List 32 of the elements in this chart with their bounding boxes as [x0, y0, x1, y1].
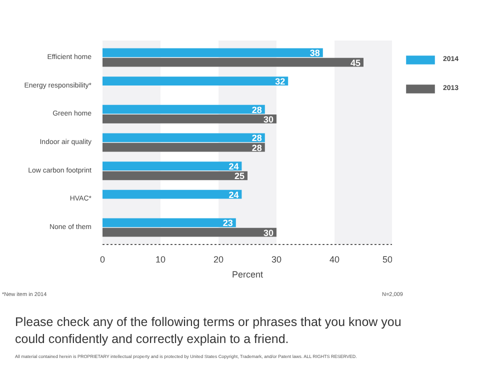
x-tick-label: 0	[100, 254, 106, 264]
data-label: 28	[252, 104, 262, 115]
x-axis-title: Percent	[232, 270, 264, 280]
bar	[102, 142, 265, 152]
bar	[102, 104, 265, 114]
bar	[102, 76, 288, 86]
x-tick-label: 20	[213, 254, 224, 264]
text: Please check any of the following terms or phrases that you know you could confidently and correctly explain to a friend.	[15, 314, 402, 348]
bar	[102, 171, 248, 180]
bar	[102, 133, 265, 142]
data-label: 30	[263, 114, 274, 124]
data-label: 28	[252, 142, 262, 153]
data-label: 25	[234, 171, 245, 182]
data-label: 30	[263, 228, 274, 238]
data-label: 38	[310, 48, 320, 58]
x-tick-label: 10	[155, 254, 166, 264]
bar	[102, 190, 242, 199]
x-tick-label: 30	[271, 254, 282, 264]
data-label: 28	[252, 133, 262, 144]
bar	[102, 228, 276, 237]
data-label: 24	[228, 162, 239, 172]
x-tick-label: 50	[382, 254, 393, 264]
data-label: 32	[275, 76, 286, 87]
bar	[102, 48, 323, 58]
bar	[102, 58, 364, 67]
data-label: 45	[350, 58, 361, 68]
data-label: 23	[222, 218, 233, 228]
bar	[102, 162, 242, 170]
x-tick-label: 40	[329, 254, 340, 264]
bar	[102, 114, 276, 124]
bar	[102, 218, 236, 228]
data-label: 24	[228, 190, 239, 200]
